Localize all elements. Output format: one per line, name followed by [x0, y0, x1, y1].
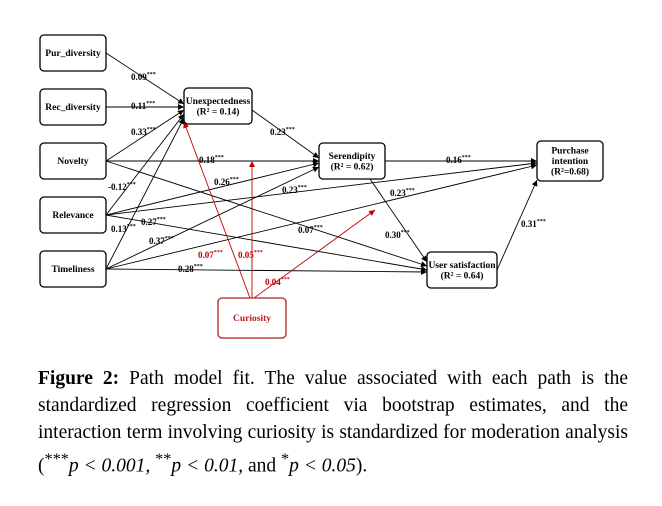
coef-rel-to-sat: 0.27*** — [141, 217, 166, 227]
user-satisfaction-label: User satisfaction — [428, 261, 496, 271]
sig2-stars: ** — [155, 450, 172, 468]
caption-body: Path model fit. The value associated wit… — [38, 368, 628, 477]
purchase-intention-label: intention — [552, 157, 589, 167]
user-satisfaction-node: User satisfaction(R² = 0.64) — [426, 251, 498, 289]
user-satisfaction-box — [426, 251, 498, 289]
caption-end: ). — [355, 455, 368, 477]
sig1-stars: *** — [44, 450, 69, 468]
path-arrow — [496, 179, 538, 271]
path-arrow — [105, 268, 428, 275]
timeliness-node: Timeliness — [39, 250, 107, 288]
relevance-box — [39, 196, 107, 234]
coef-cur-mod-sat: 0.04*** — [265, 277, 290, 287]
sig1-text: p < 0.001, — [68, 455, 156, 477]
purchase-intention-label: Purchase — [551, 147, 588, 157]
coef-sat-to-pur: 0.31*** — [521, 219, 546, 229]
coefficients-layer: 0.09*** 0.11*** 0.33*** -0.12*** 0.13*** 0.23… — [108, 72, 546, 287]
rec-diversity-label: Rec_diversity — [45, 103, 101, 113]
coef-ser-to-sat: 0.30*** — [385, 230, 410, 240]
coef-time-to-unexp: 0.13*** — [111, 224, 136, 234]
purchase-intention-box — [536, 140, 604, 182]
novelty-box — [39, 142, 107, 180]
coef-unexp-to-ser: 0.23*** — [270, 127, 295, 137]
coef-nov-to-unexp: 0.33*** — [131, 127, 156, 137]
path-arrow — [105, 163, 538, 270]
coef-rel-to-ser: 0.26*** — [214, 177, 239, 187]
path-arrow — [105, 52, 185, 105]
path-arrow — [251, 109, 320, 159]
figure-caption: Figure 2: Path model fit. The value asso… — [38, 365, 628, 480]
coef-ser-to-pur: 0.16*** — [446, 155, 471, 165]
path-model-diagram: Pur_diversity Rec_diversity Novelty Relevan… — [39, 34, 604, 339]
coef-cur-mod-unexp: 0.07*** — [198, 250, 223, 260]
coef-time-to-ser: 0.23*** — [282, 185, 307, 195]
path-arrow — [105, 160, 428, 267]
serendipity-label: (R² = 0.62) — [331, 161, 374, 172]
caption-label: Figure 2: — [38, 368, 120, 389]
coef-pur-to-unexp: 0.09*** — [131, 72, 156, 82]
pur-diversity-box — [39, 34, 107, 72]
serendipity-label: Serendipity — [329, 152, 376, 162]
unexpectedness-label: (R² = 0.14) — [197, 106, 240, 117]
curiosity-node: Curiosity — [217, 297, 287, 339]
user-satisfaction-label: (R² = 0.64) — [441, 270, 484, 281]
path-arrow — [105, 214, 428, 272]
moderation-arrow — [253, 209, 376, 299]
novelty-node: Novelty — [39, 142, 107, 180]
sig3-text: p < 0.05 — [289, 455, 356, 477]
rec-diversity-node: Rec_diversity — [39, 88, 107, 126]
serendipity-node: Serendipity(R² = 0.62) — [318, 142, 386, 180]
unexpectedness-node: Unexpectedness(R² = 0.14) — [183, 87, 253, 125]
timeliness-box — [39, 250, 107, 288]
path-arrow — [105, 161, 320, 216]
relevance-label: Relevance — [52, 211, 93, 221]
serendipity-box — [318, 142, 386, 180]
coef-nov-to-ser: 0.18*** — [199, 155, 224, 165]
sig3-stars: * — [281, 450, 290, 468]
timeliness-label: Timeliness — [51, 265, 94, 275]
nodes-layer: Pur_diversity Rec_diversity Novelty Relevan… — [39, 34, 604, 339]
unexpectedness-label: Unexpectedness — [186, 97, 251, 107]
rec-diversity-box — [39, 88, 107, 126]
moderation-arrow — [183, 121, 251, 299]
relevance-node: Relevance — [39, 196, 107, 234]
path-arrow — [105, 166, 320, 270]
unexpectedness-box — [183, 87, 253, 125]
coef-rel-to-unexp: -0.12*** — [108, 182, 136, 192]
path-arrow — [105, 113, 185, 216]
path-arrow — [105, 109, 185, 162]
path-arrow — [105, 117, 185, 270]
sig3-joiner: and — [243, 455, 281, 477]
coef-time-to-pur: 0.37*** — [149, 236, 174, 246]
purchase-intention-label: (R²=0.68) — [551, 167, 589, 178]
sig2-text: p < 0.01, — [171, 455, 244, 477]
curiosity-box — [217, 297, 287, 339]
curiosity-label: Curiosity — [233, 314, 271, 324]
pur-diversity-node: Pur_diversity — [39, 34, 107, 72]
coef-rel-to-pur: 0.23*** — [390, 188, 415, 198]
coef-cur-mod-ser: 0.05*** — [238, 250, 263, 260]
pur-diversity-label: Pur_diversity — [45, 49, 101, 59]
edges-layer — [105, 52, 538, 299]
path-arrow — [105, 160, 538, 216]
path-arrow — [369, 178, 428, 263]
coef-time-to-sat: 0.28*** — [178, 264, 203, 274]
coef-nov-to-sat: 0.07*** — [298, 225, 323, 235]
novelty-label: Novelty — [57, 157, 88, 167]
coef-rec-to-unexp: 0.11*** — [131, 101, 155, 111]
